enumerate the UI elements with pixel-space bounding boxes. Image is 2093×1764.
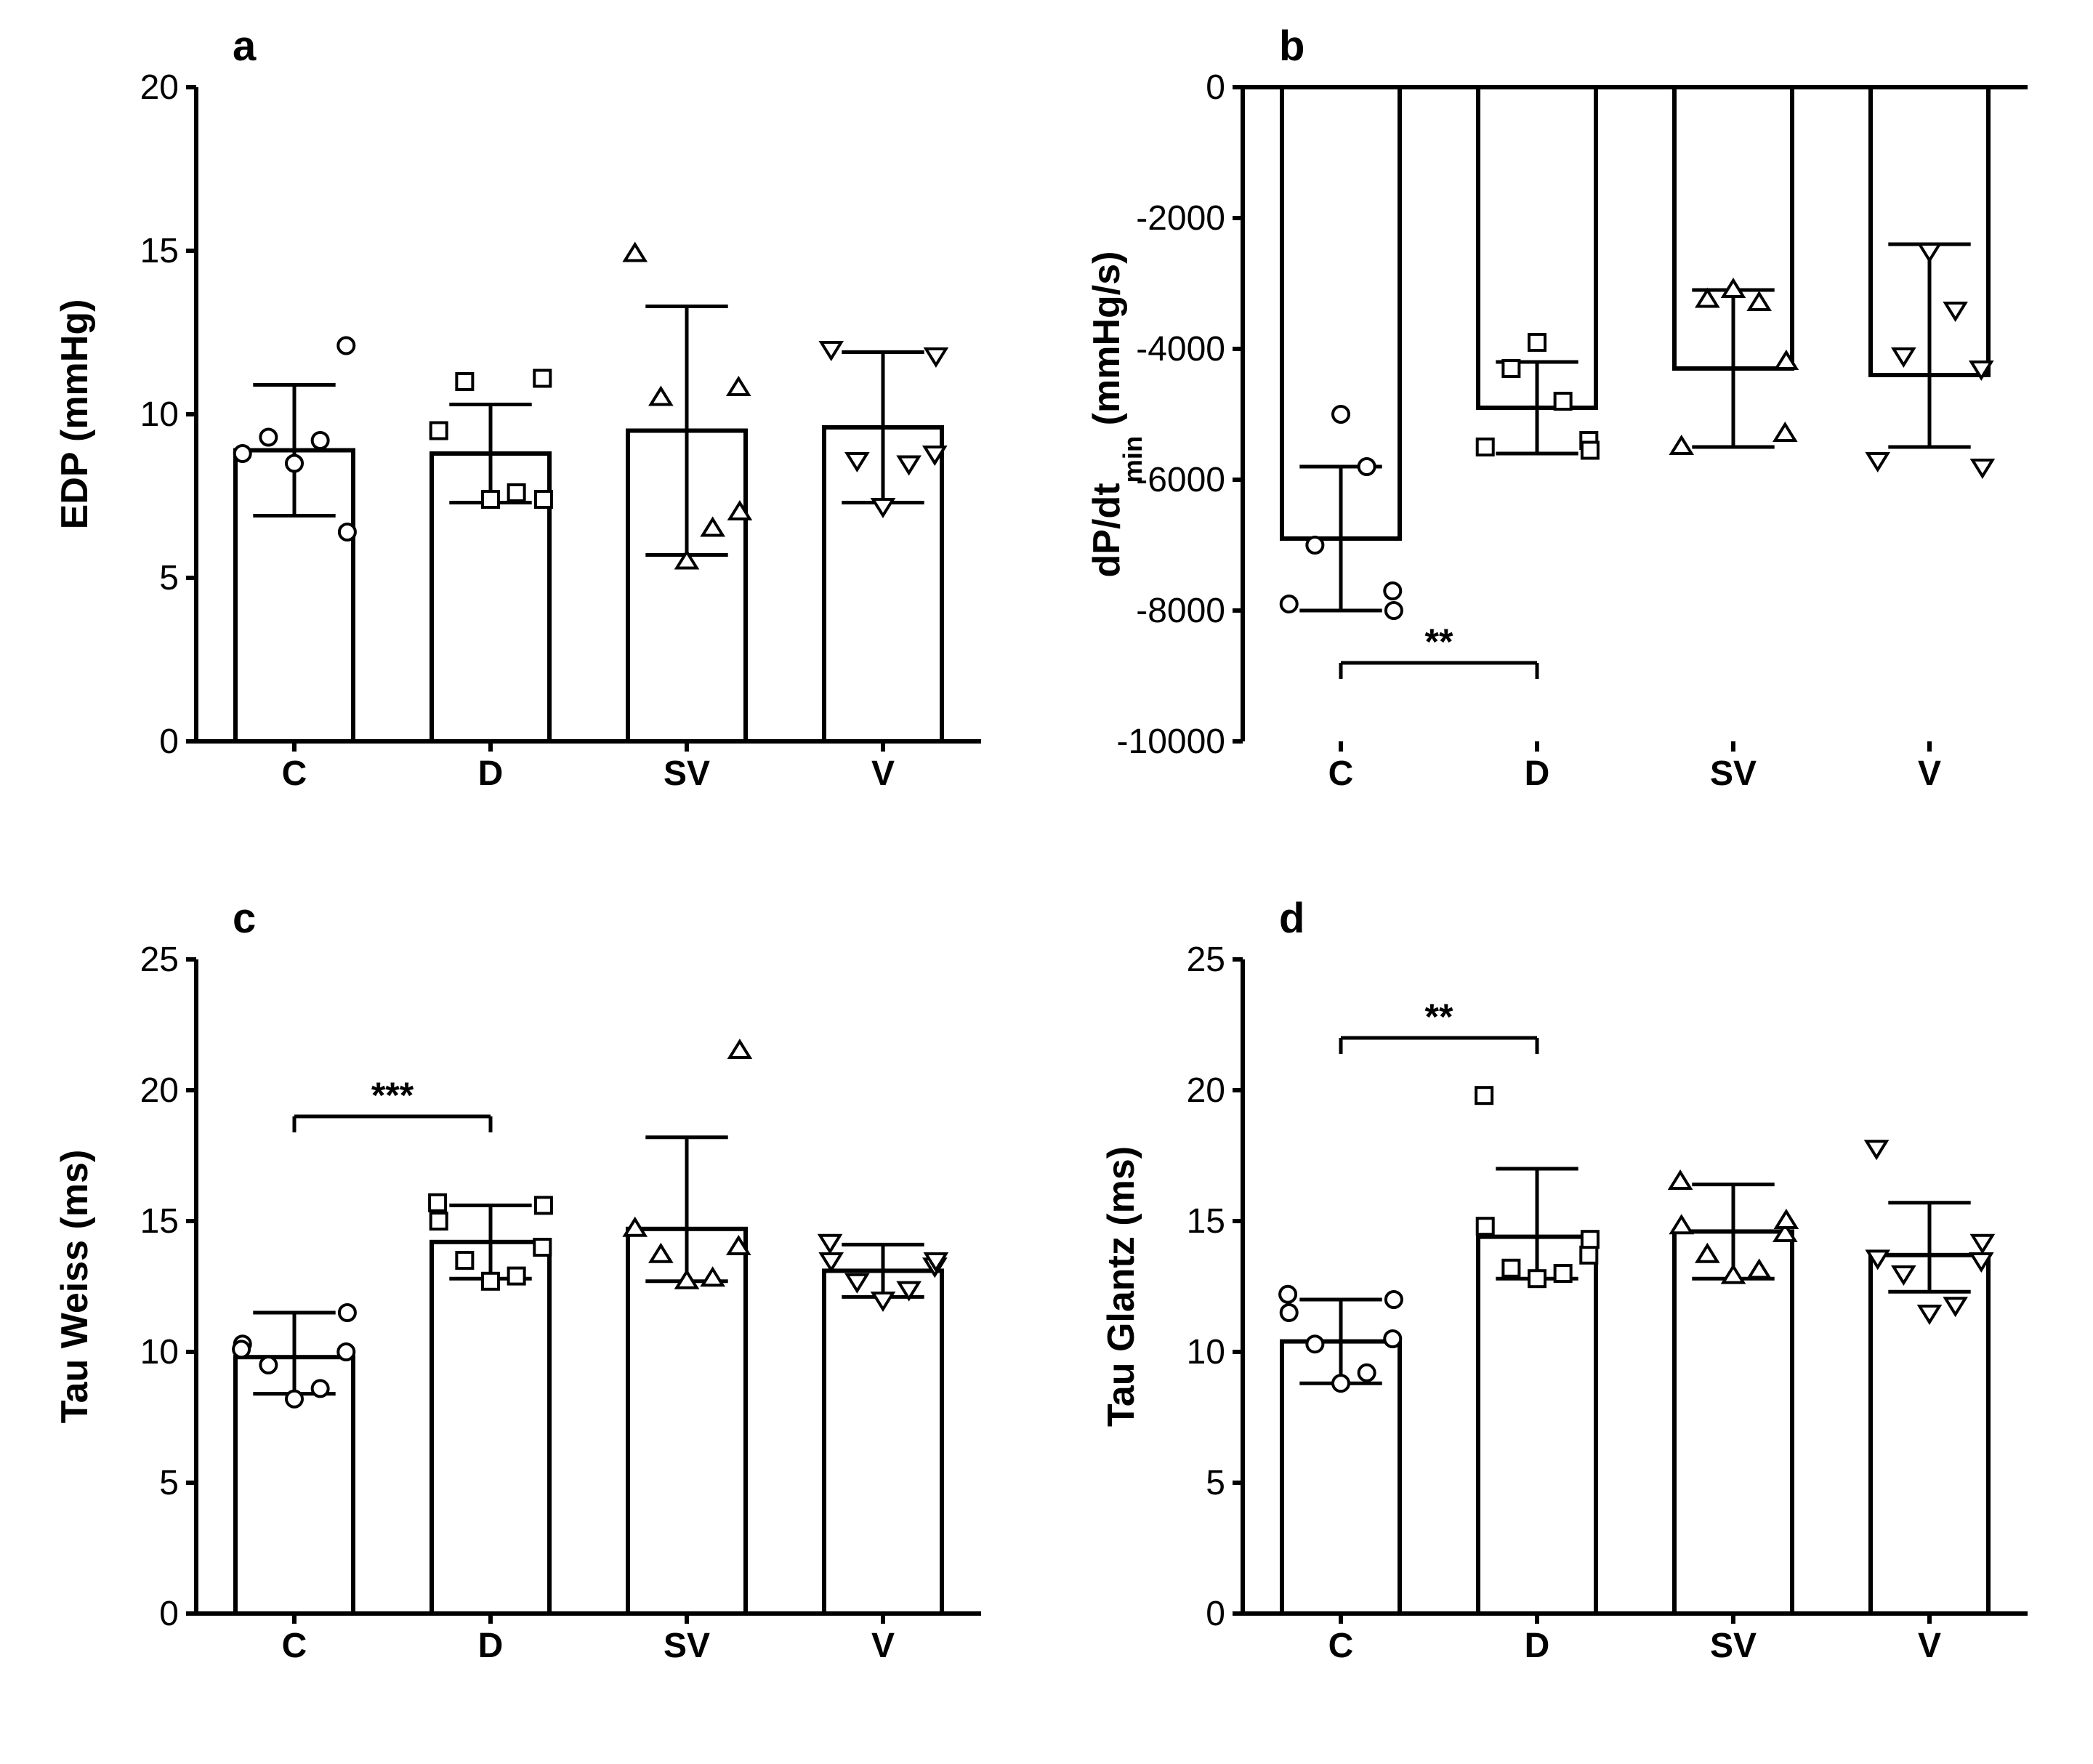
svg-text:dP/dtmin (mmHg/s): dP/dtmin (mmHg/s) bbox=[1086, 251, 1148, 578]
svg-text:***: *** bbox=[371, 1075, 414, 1116]
svg-text:0: 0 bbox=[1206, 1595, 1225, 1633]
svg-text:25: 25 bbox=[1187, 941, 1225, 979]
svg-text:V: V bbox=[1918, 754, 1941, 793]
svg-text:0: 0 bbox=[1206, 68, 1225, 107]
svg-text:D: D bbox=[1525, 1627, 1550, 1665]
chart-a: 0 5 10 15 20 EDP (mmHg) C D SV V bbox=[29, 29, 1010, 829]
svg-text:SV: SV bbox=[664, 1627, 710, 1665]
svg-text:D: D bbox=[1525, 754, 1550, 793]
svg-text:-2000: -2000 bbox=[1136, 199, 1225, 238]
svg-text:EDP (mmHg): EDP (mmHg) bbox=[54, 299, 96, 530]
chart-d: 0 5 10 15 20 25 Tau Glantz (ms) C D SV V ** bbox=[1076, 901, 2057, 1701]
svg-text:10: 10 bbox=[140, 1333, 179, 1372]
svg-text:V: V bbox=[871, 1627, 895, 1665]
svg-text:SV: SV bbox=[1710, 1627, 1757, 1665]
svg-text:C: C bbox=[282, 1627, 307, 1665]
svg-text:5: 5 bbox=[1206, 1464, 1225, 1502]
chart-b: -10000 -8000 -6000 -4000 -2000 0 dP/dtmin (mmH… bbox=[1076, 29, 2057, 829]
svg-text:D: D bbox=[478, 754, 504, 793]
panel-title-a: a bbox=[233, 22, 256, 71]
svg-text:**: ** bbox=[1425, 996, 1453, 1037]
svg-text:Tau Glantz (ms): Tau Glantz (ms) bbox=[1100, 1146, 1142, 1427]
svg-text:5: 5 bbox=[159, 1464, 179, 1502]
chart-c: 0 5 10 15 20 25 Tau Weiss (ms) C D SV V *** bbox=[29, 901, 1010, 1701]
svg-text:20: 20 bbox=[140, 68, 179, 107]
svg-text:25: 25 bbox=[140, 941, 179, 979]
svg-text:0: 0 bbox=[159, 1595, 179, 1633]
chart-grid: a 05101520EDP (mmHg)CDSVV b -10000-8000-… bbox=[29, 29, 2064, 1730]
svg-text:C: C bbox=[282, 754, 307, 793]
panel-b: b -10000-8000-6000-4000-20000dP/dtmin (m… bbox=[1076, 29, 2064, 858]
svg-text:20: 20 bbox=[140, 1071, 179, 1110]
svg-text:-8000: -8000 bbox=[1136, 592, 1225, 630]
svg-text:**: ** bbox=[1425, 621, 1453, 662]
svg-text:C: C bbox=[1328, 1627, 1354, 1665]
panel-title-c: c bbox=[233, 894, 256, 943]
svg-text:10: 10 bbox=[1187, 1333, 1225, 1372]
panel-c: c 0510152025Tau Weiss (ms)CDSVV*** bbox=[29, 901, 1017, 1730]
panel-a: a 05101520EDP (mmHg)CDSVV bbox=[29, 29, 1017, 858]
panel-title-b: b bbox=[1279, 22, 1304, 71]
svg-text:V: V bbox=[1918, 1627, 1941, 1665]
svg-text:Tau Weiss (ms): Tau Weiss (ms) bbox=[54, 1150, 96, 1424]
svg-text:15: 15 bbox=[1187, 1202, 1225, 1241]
svg-text:-4000: -4000 bbox=[1136, 330, 1225, 368]
svg-text:D: D bbox=[478, 1627, 504, 1665]
svg-text:0: 0 bbox=[159, 722, 179, 761]
panel-d: d 0510152025Tau Glantz (ms)CDSVV** bbox=[1076, 901, 2064, 1730]
svg-text:5: 5 bbox=[159, 559, 179, 597]
svg-text:SV: SV bbox=[1710, 754, 1757, 793]
svg-text:V: V bbox=[871, 754, 895, 793]
svg-text:-10000: -10000 bbox=[1117, 722, 1225, 761]
svg-text:15: 15 bbox=[140, 1202, 179, 1241]
svg-text:-6000: -6000 bbox=[1136, 461, 1225, 499]
svg-text:SV: SV bbox=[664, 754, 710, 793]
svg-text:20: 20 bbox=[1187, 1071, 1225, 1110]
svg-text:10: 10 bbox=[140, 395, 179, 434]
panel-title-d: d bbox=[1279, 894, 1304, 943]
svg-text:C: C bbox=[1328, 754, 1354, 793]
svg-text:15: 15 bbox=[140, 232, 179, 270]
